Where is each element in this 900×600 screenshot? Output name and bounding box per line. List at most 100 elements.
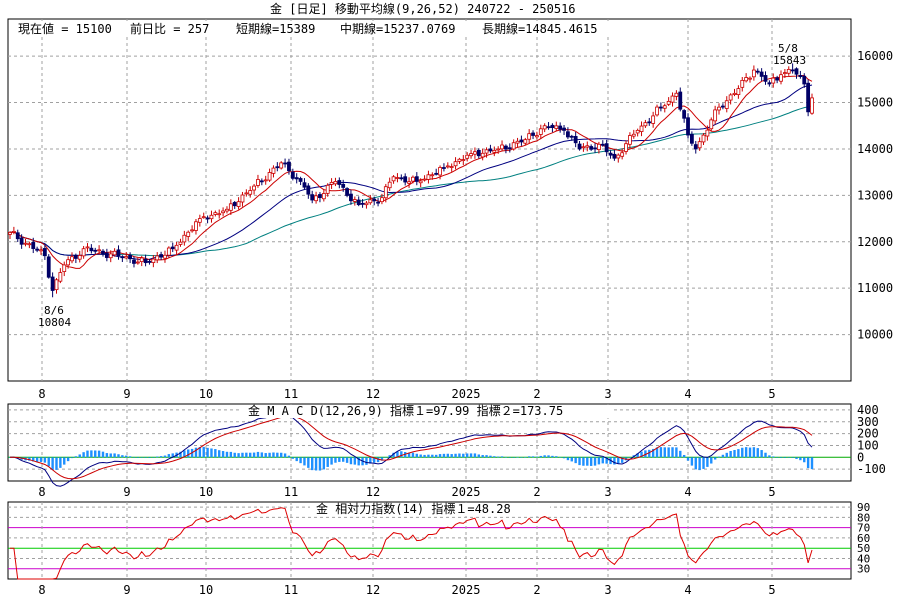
macd-histogram-bar [345,457,349,463]
macd-histogram-bar [225,451,229,458]
macd-histogram-bar [535,456,539,458]
macd-histogram-bar [434,454,438,458]
macd-histogram-bar [249,452,252,458]
candle-body [58,272,63,282]
candle-body [806,82,811,113]
info-box [14,21,632,37]
macd-histogram-bar [241,452,244,458]
macd-y-tick-label: 400 [857,403,879,417]
macd-histogram-bar [527,456,531,458]
macd-signal-line [10,415,813,480]
macd-histogram-bar [524,457,527,458]
macd-histogram-bar [671,447,674,458]
macd-histogram-bar [423,454,426,458]
macd-histogram-bar [520,457,523,458]
price-y-tick-label: 10000 [857,328,893,342]
macd-histogram-bar [729,450,732,458]
candle-body [275,166,280,169]
macd-x-tick-label: 8 [38,485,45,499]
macd-histogram-bar [454,453,457,458]
macd-histogram-bar [721,454,725,458]
rsi-grid [8,502,851,579]
macd-histogram-bar [586,457,589,466]
macd-histogram-bar [268,452,271,458]
macd-histogram-bar [442,453,446,458]
candle-body [740,79,745,88]
macd-histogram-bar [237,453,240,458]
candle-body [349,193,353,202]
candle-body [325,184,330,194]
candle-body [356,199,361,206]
rsi-y-tick-label: 90 [857,501,870,514]
macd-histogram-bar [338,457,341,462]
candle-body [589,146,594,150]
candle-body [779,74,783,82]
macd-histogram-bar [113,453,116,458]
rsi-title-bg [310,503,550,516]
macd-histogram-bar [694,457,697,470]
macd-histogram-bar [779,457,783,458]
macd-histogram-bar [51,457,54,471]
macd-histogram-bar [783,457,787,458]
macd-histogram-bar [682,454,686,458]
macd-histogram-bar [628,457,632,458]
candle-body [54,279,59,291]
candle-body [631,133,636,137]
macd-histogram-bar [132,457,136,458]
candle-body [624,143,628,152]
rsi-x-tick-label: 12 [366,583,380,597]
candle-body [457,158,462,162]
macd-histogram-bar [768,455,771,458]
low-date-label: 8/6 [44,304,64,317]
macd-histogram-bar [198,447,202,458]
macd-histogram-bar [183,450,186,458]
macd-histogram-bar [508,457,511,458]
candle-body [751,69,756,78]
macd-histogram-bar [679,450,682,458]
macd-histogram-bar [469,453,473,458]
candle-body [290,171,295,179]
macd-histogram-bar [593,457,597,466]
macd-histogram-bar [698,457,701,471]
macd-histogram-bar [144,457,147,458]
candle-body [519,139,524,143]
macd-histogram-bar [39,457,43,462]
candle-body [647,121,652,124]
macd-histogram-bar [764,452,767,458]
macd-histogram-bar [90,450,93,458]
macd-y-tick-label: 100 [857,438,879,452]
macd-histogram-bar [140,457,143,458]
candle-body [70,256,74,262]
candle-body [387,181,392,189]
candle-body [593,147,597,150]
high-date-label: 5/8 [778,42,798,55]
price-x-tick-label: 12 [366,387,380,401]
rsi-y-tick-label: 50 [857,542,870,555]
candle-body [407,181,411,184]
macd-histogram-bar [690,457,694,466]
candle-body [488,148,493,152]
macd-histogram-bar [636,453,639,458]
macd-histogram-bar [171,453,174,458]
candle-body [550,124,555,129]
macd-histogram-bar [214,449,217,458]
candle-body [8,232,12,235]
candle-body [380,197,384,203]
macd-histogram-bar [125,455,128,458]
candle-body [573,136,578,144]
candle-body [166,247,171,256]
macd-histogram-bar [148,457,151,458]
macd-histogram-bar [737,449,740,458]
macd-x-tick-label: 11 [284,485,298,499]
candle-body [279,162,284,169]
macd-histogram-bar [551,455,554,458]
macd-histogram-bar [291,457,295,459]
macd-histogram-bar [334,457,337,463]
candle-body [662,105,667,109]
macd-histogram-bar [384,457,388,458]
rsi-x-tick-label: 10 [199,583,213,597]
candle-body [554,125,559,129]
macd-histogram-bar [280,452,283,458]
macd-histogram-bar [376,457,380,463]
